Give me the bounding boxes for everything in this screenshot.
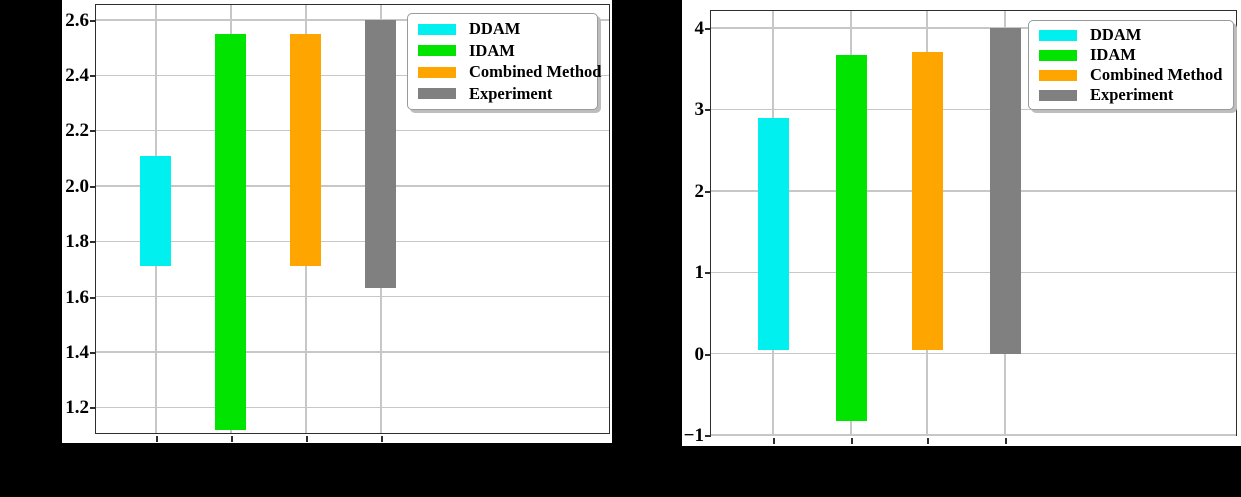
legend-swatch-icon (1039, 69, 1077, 81)
legend-label: Combined Method (1090, 65, 1223, 84)
y-tick-label: 1.8 (65, 231, 89, 253)
y-tick-label: 2.6 (65, 9, 89, 31)
y-tick-mark (705, 109, 711, 112)
y-gridline (711, 27, 1237, 29)
y-gridline (711, 353, 1237, 355)
y-tick-mark (705, 353, 711, 356)
y-tick-label: 1.2 (65, 397, 89, 419)
legend-label: DDAM (469, 19, 521, 39)
y-tick-label: 1 (694, 262, 705, 284)
right-chart-figure: 4 3 2 1 0 −1 DDAM IDAM Combined Method Experiment (682, 0, 1241, 446)
legend-swatch-icon (418, 23, 456, 35)
legend-label: Combined Method (469, 62, 602, 82)
bar-combined-method (290, 33, 322, 267)
y-tick-mark (90, 19, 96, 22)
y-gridline (96, 19, 610, 21)
legend: DDAM IDAM Combined Method Experiment (407, 13, 601, 110)
y-gridline (711, 271, 1237, 274)
y-tick-mark (90, 185, 96, 188)
legend-item-experiment: Experiment (1039, 85, 1223, 105)
legend-item-ddam: DDAM (1039, 25, 1223, 45)
legend-swatch-icon (418, 88, 456, 100)
bar-idam (215, 33, 247, 430)
legend-swatch-icon (1039, 29, 1077, 41)
x-tick-mark (1005, 437, 1007, 444)
x-tick-mark (927, 437, 929, 444)
legend-swatch-icon (418, 45, 456, 57)
y-tick-label: −1 (683, 425, 704, 446)
bar-combined-method (911, 51, 943, 350)
y-tick-label: 2.4 (65, 65, 89, 87)
y-gridline (96, 74, 610, 76)
plot-area (710, 10, 1238, 437)
y-tick-mark (705, 272, 711, 275)
x-tick-mark (851, 437, 853, 444)
legend-label: Experiment (469, 83, 553, 103)
legend-item-idam: IDAM (1039, 45, 1223, 65)
bar-experiment (365, 19, 397, 289)
y-tick-label: 1.4 (65, 341, 89, 363)
y-tick-mark (90, 130, 96, 133)
y-tick-label: 2 (694, 180, 705, 202)
y-tick-label: 0 (694, 343, 705, 365)
y-gridline (711, 190, 1237, 192)
y-gridline (96, 406, 610, 409)
y-gridline (96, 129, 610, 132)
x-tick-mark (230, 435, 233, 442)
legend-item-experiment: Experiment (418, 84, 587, 104)
bar-experiment (989, 28, 1021, 354)
y-gridline (96, 240, 610, 243)
x-tick-mark (380, 435, 383, 442)
y-tick-label: 2.0 (65, 175, 89, 197)
x-tick-mark (155, 435, 158, 442)
legend-swatch-icon (1039, 89, 1077, 101)
bar-ddam (140, 155, 172, 267)
y-gridline (711, 434, 1237, 436)
legend-item-combined-method: Combined Method (418, 62, 601, 82)
y-tick-mark (90, 351, 96, 354)
y-tick-mark (705, 435, 711, 437)
y-tick-mark (705, 190, 711, 193)
legend: DDAM IDAM Combined Method Experiment (1028, 20, 1234, 110)
y-tick-mark (705, 28, 711, 30)
legend-item-combined-method: Combined Method (1039, 65, 1223, 85)
x-tick-mark (773, 437, 775, 444)
legend-swatch-icon (1039, 49, 1077, 61)
y-gridline (711, 108, 1237, 111)
legend-label: Experiment (1090, 85, 1174, 104)
y-tick-label: 2.2 (65, 120, 89, 142)
bar-idam (835, 55, 867, 421)
bar-ddam (757, 117, 789, 350)
y-tick-mark (90, 75, 96, 78)
y-tick-label: 4 (694, 18, 705, 39)
legend-label: DDAM (1090, 25, 1142, 44)
y-tick-label: 1.6 (65, 286, 89, 308)
y-gridline (96, 296, 610, 298)
legend-item-ddam: DDAM (418, 19, 587, 39)
x-tick-mark (305, 435, 308, 442)
legend-label: IDAM (1090, 45, 1136, 64)
y-tick-label: 3 (694, 99, 705, 121)
y-gridline (96, 185, 610, 187)
y-tick-mark (90, 241, 96, 244)
legend-item-idam: IDAM (418, 41, 587, 61)
y-tick-mark (90, 296, 96, 299)
y-tick-mark (90, 407, 96, 410)
legend-swatch-icon (418, 66, 456, 78)
left-chart-figure: 2.6 2.4 2.2 2.0 1.8 1.6 1.4 1.2 DDAM IDAM Combined… (62, 0, 612, 443)
legend-label: IDAM (469, 40, 515, 60)
y-gridline (96, 351, 610, 353)
